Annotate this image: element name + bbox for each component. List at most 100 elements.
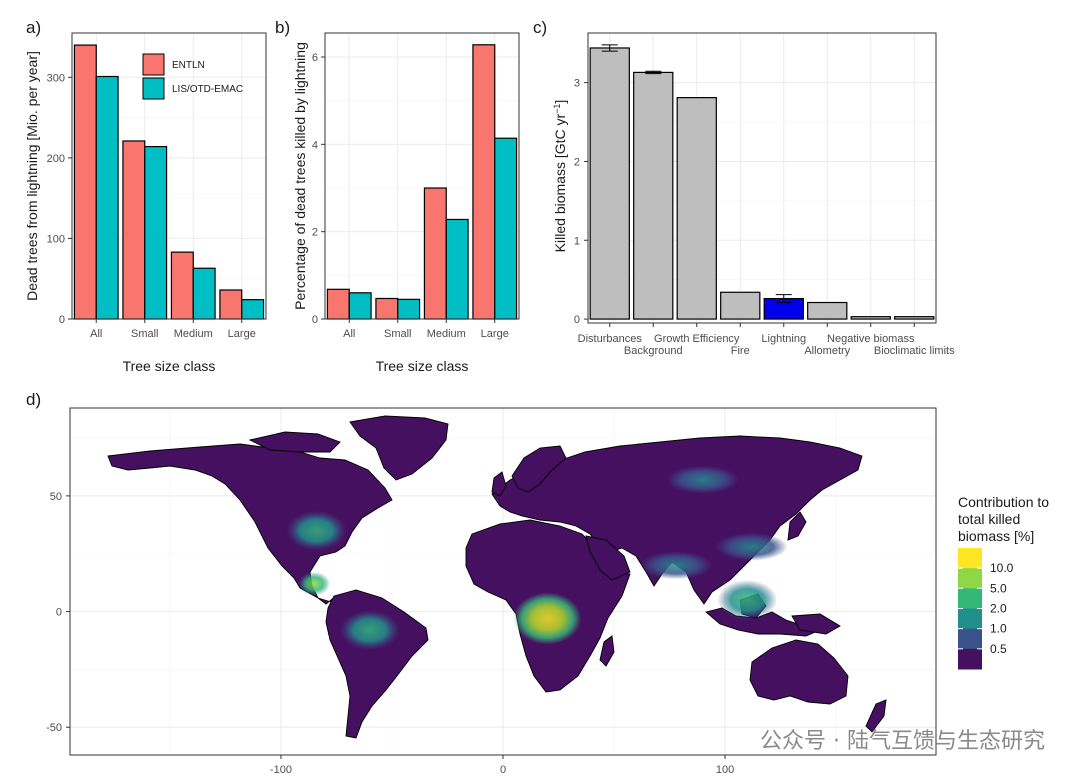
- colorbar-label-0-5: 0.5: [990, 642, 1007, 656]
- x-tick-label-small: Small: [131, 328, 159, 340]
- land-north-america: [107, 443, 393, 612]
- x-tick-label-medium: Medium: [174, 328, 213, 340]
- bar-negative-biomass: [850, 316, 891, 320]
- watermark: 公众号 · 陆气互馈与生态研究: [760, 729, 1045, 754]
- legend-swatch-lis: [142, 77, 165, 100]
- legend-label-lis: LIS/OTD-EMAC: [172, 84, 243, 95]
- land-british-isles: [491, 471, 507, 497]
- land-scandinavia: [511, 445, 567, 493]
- panel-a-y-ticks: 0 100 200 300: [47, 72, 72, 326]
- panel-a-x-axis-label: Tree size class: [123, 358, 216, 374]
- colorbar-swatch: [958, 568, 982, 589]
- colorbar-title-line-1: Contribution to: [958, 494, 1049, 510]
- colorbar-swatch: [958, 648, 982, 670]
- panel-a: a) 0 100 200 300 All Small Medium Large Tree s…: [24, 18, 267, 374]
- panel-c-y-ticks: 0 1 2 3: [574, 78, 588, 326]
- panel-c-y-axis-label: Killed biomass [GtC yr−1]: [552, 100, 568, 253]
- land-greenland: [349, 415, 449, 481]
- x-tick-label-medium: Medium: [427, 328, 466, 340]
- panel-d-x-ticks: -100 0 100: [270, 755, 734, 776]
- y-tick-label: -50: [46, 722, 62, 734]
- panel-b-y-axis-label: Percentage of dead trees killed by light…: [292, 42, 308, 310]
- panel-c-bars: [589, 44, 935, 320]
- bar-fire: [720, 291, 761, 320]
- panel-label-b: b): [275, 18, 290, 37]
- colorbar-swatch: [958, 628, 982, 650]
- y-tick-label: 0: [56, 607, 62, 619]
- bar-entln-small: [375, 297, 399, 320]
- land-japan: [787, 511, 807, 541]
- bar-lis-otd-emac-medium: [192, 267, 216, 320]
- panel-label-d: d): [26, 390, 41, 409]
- hotspot-southeast-us: [286, 510, 347, 551]
- bar-lis-otd-emac-large: [494, 137, 518, 320]
- land-new-guinea: [791, 613, 841, 635]
- y-tick-label: 1: [574, 235, 580, 247]
- hotspots: [286, 465, 788, 651]
- bar-entln-small: [122, 140, 146, 320]
- x-tick-label-disturbances: Disturbances: [578, 333, 643, 345]
- land-arabia: [585, 535, 631, 581]
- colorbar-swatches: [958, 548, 982, 670]
- x-tick-label-negative-biomass: Negative biomass: [827, 333, 915, 345]
- x-tick-label-lightning: Lightning: [761, 333, 806, 345]
- colorbar-label-10-0: 10.0: [990, 561, 1014, 575]
- hotspot-amazon: [339, 610, 400, 651]
- y-tick-label: 200: [47, 153, 65, 165]
- panel-b-x-axis-label: Tree size class: [376, 358, 469, 374]
- land-new-zealand: [865, 699, 887, 733]
- y-tick-label: 2: [312, 227, 318, 239]
- land-australia: [749, 639, 849, 705]
- y-tick-label: 2: [574, 156, 580, 168]
- bar-allometry: [807, 301, 848, 320]
- y-tick-label: 0: [312, 314, 318, 326]
- panel-a-frame: [71, 32, 267, 320]
- bar-entln-all: [73, 44, 97, 320]
- bar-disturbances: [589, 47, 630, 320]
- panel-b-bars: [326, 44, 518, 320]
- bar-entln-medium: [170, 251, 194, 320]
- panel-b: b) 0 2 4 6 All Small Medium Large Tree size cl…: [275, 18, 520, 374]
- bar-bioclimatic-limits: [894, 316, 935, 320]
- x-tick-label: 0: [500, 764, 506, 776]
- y-tick-label: 0: [59, 314, 65, 326]
- colorbar-label-5-0: 5.0: [990, 581, 1007, 595]
- bar-lis-otd-emac-medium: [445, 218, 469, 320]
- x-tick-label-all: All: [90, 328, 102, 340]
- error-bar-disturbances: [601, 44, 618, 52]
- x-tick-label-background: Background: [624, 345, 683, 357]
- colorbar-legend: Contribution to total killed biomass [%]…: [958, 494, 1049, 670]
- land-madagascar: [599, 635, 615, 667]
- bar-background: [633, 71, 674, 320]
- panel-label-a: a): [26, 18, 41, 37]
- panel-b-frame: [324, 32, 520, 320]
- y-tick-label: 300: [47, 72, 65, 84]
- panel-a-y-axis-label: Dead trees from lightning [Mio. per year…: [24, 51, 40, 301]
- bar-entln-all: [326, 288, 350, 320]
- bar-growth-efficiency: [676, 97, 717, 320]
- x-tick-label-allometry: Allometry: [804, 345, 850, 357]
- y-tick-label: 0: [574, 314, 580, 326]
- hotspot-china: [715, 532, 788, 561]
- legend-label-entln: ENTLN: [172, 60, 205, 71]
- hotspot-southeast-asia: [717, 580, 778, 621]
- y-tick-label: 100: [47, 233, 65, 245]
- x-tick-label-fire: Fire: [731, 345, 750, 357]
- colorbar-title-line-3: biomass [%]: [958, 528, 1034, 544]
- y-tick-label: 50: [50, 491, 62, 503]
- hotspot-central-america: [298, 571, 331, 596]
- bar-lis-otd-emac-small: [144, 145, 168, 320]
- hotspot-congo-basin: [513, 592, 582, 645]
- colorbar-swatch: [958, 588, 982, 609]
- panel-c-y-label-sup: −1: [552, 104, 562, 114]
- bar-entln-large: [219, 289, 243, 320]
- land-arctic-islands: [248, 431, 341, 453]
- colorbar-labels: 10.0 5.0 2.0 1.0 0.5: [958, 561, 1014, 656]
- x-tick-label-bioclimatic-limits: Bioclimatic limits: [874, 345, 955, 357]
- panel-c-y-label-end: ]: [552, 100, 568, 104]
- error-bar-lightning: [775, 294, 792, 304]
- hotspot-india: [640, 551, 713, 580]
- panel-b-x-ticks: All Small Medium Large: [343, 319, 509, 340]
